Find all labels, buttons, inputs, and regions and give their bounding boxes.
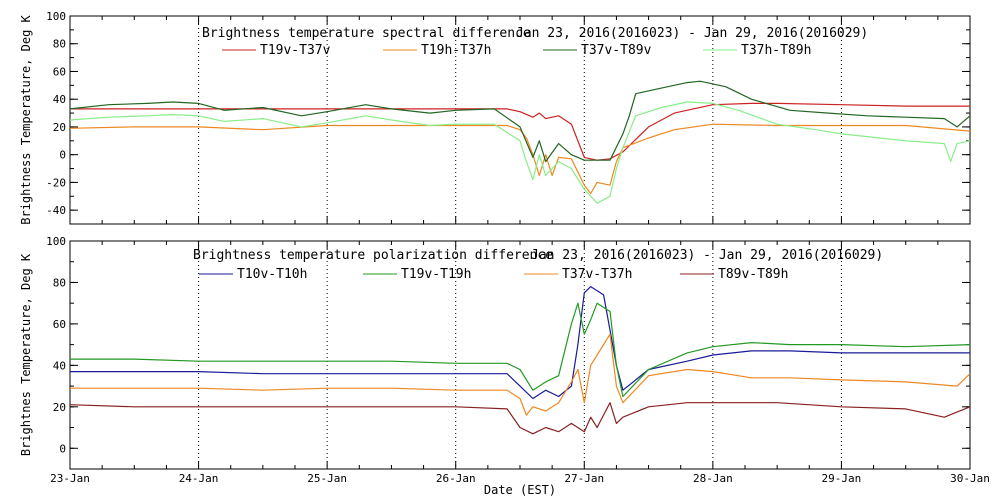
top-ytick-label: 40 [53, 93, 66, 106]
bot-ytick-label: 40 [53, 359, 66, 372]
bottom-legend-label-1: T10v-T10h [237, 267, 307, 282]
bot-series-line-3 [70, 333, 971, 416]
x-tick-label: 23-Jan [50, 472, 90, 485]
x-tick-label: 27-Jan [564, 472, 604, 485]
bottom-chart-subtitle: Jan 23, 2016(2016023) - Jan 29, 2016(201… [531, 248, 883, 263]
top-legend-label-2: T19h-T37h [421, 43, 491, 58]
top-plot-frame [69, 15, 971, 225]
top-legend: T19v-T37v T19h-T37h T37v-T89v T37h-T89h [222, 43, 811, 58]
top-ytick-label: 80 [53, 38, 66, 51]
bot-ytick-label: 0 [59, 442, 66, 455]
bottom-x-ticks: 23-Jan 24-Jan 25-Jan 26-Jan 27-Jan 28-Jan 29-J… [50, 241, 990, 485]
top-legend-label-4: T37h-T89h [741, 43, 811, 58]
top-ytick-label: 60 [53, 65, 66, 78]
top-series-line-2 [69, 123, 971, 195]
bot-ytick-label: 60 [53, 318, 66, 331]
top-ytick-label: 0 [59, 149, 66, 162]
top-ytick-label: -40 [46, 204, 66, 217]
x-axis-label: Date (EST) [484, 483, 556, 497]
bottom-legend-label-4: T89v-T89h [718, 267, 788, 282]
top-ytick-label: 20 [53, 121, 66, 134]
top-series-line-4 [69, 101, 971, 204]
bottom-chart-title: Brightness temperature polarization diff… [193, 248, 553, 263]
top-y-axis-label: Brightness Temperature, Deg K [19, 14, 33, 224]
bottom-y-axis: 0 20 40 60 80 100 [46, 235, 970, 470]
top-ytick-label: -20 [46, 176, 66, 189]
top-legend-label-1: T19v-T37v [260, 43, 331, 58]
top-series-line-3 [69, 80, 971, 163]
top-y-axis: -40 -20 0 20 40 60 80 100 [46, 10, 970, 225]
top-x-ticks [69, 16, 971, 224]
bot-series-line-1 [70, 286, 970, 400]
top-chart-title: Brightness temperature spectral differen… [202, 26, 531, 41]
top-ytick-label: 100 [46, 10, 66, 23]
bottom-legend-label-2: T19v-T19h [401, 267, 471, 282]
bot-ytick-label: 20 [53, 401, 66, 414]
top-grid [198, 16, 842, 224]
top-chart-subtitle: Jan 23, 2016(2016023) - Jan 29, 2016(201… [516, 26, 868, 41]
top-panel: -40 -20 0 20 40 60 80 100 Brightness temperatur… [19, 10, 971, 225]
x-tick-label: 29-Jan [822, 472, 862, 485]
x-tick-label: 26-Jan [436, 472, 476, 485]
bot-ytick-label: 80 [53, 276, 66, 289]
bottom-plot-frame [69, 240, 971, 470]
top-legend-label-3: T37v-T89v [581, 43, 652, 58]
bot-series-line-4 [69, 402, 971, 435]
bot-ytick-label: 100 [46, 235, 66, 248]
bottom-y-axis-label: Brightnes Temperature, Deg K [19, 253, 33, 456]
x-tick-label: 25-Jan [307, 472, 347, 485]
x-tick-label: 24-Jan [179, 472, 219, 485]
bottom-series-group [69, 286, 971, 435]
x-tick-label: 28-Jan [693, 472, 733, 485]
bot-series-line-2 [70, 302, 971, 398]
bottom-legend: T10v-T10h T19v-T19h T37v-T37h T89v-T89h [199, 267, 788, 282]
top-series-line-1 [70, 102, 970, 161]
x-tick-label: 30-Jan [950, 472, 990, 485]
top-series-group [69, 80, 971, 204]
bottom-panel: 0 20 40 60 80 100 23-Jan 24-Jan 25-Jan 26-Jan 27-… [19, 235, 990, 485]
bottom-legend-label-3: T37v-T37h [562, 267, 632, 282]
